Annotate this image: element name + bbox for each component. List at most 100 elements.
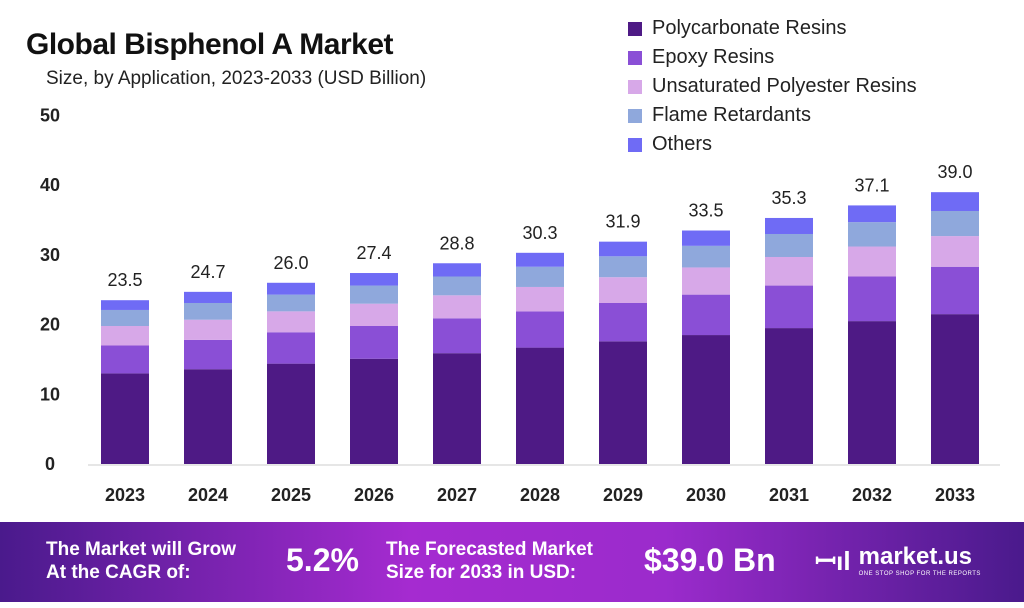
bar-segment: [433, 276, 481, 296]
x-tick-label: 2026: [354, 485, 394, 505]
bar-segment: [184, 319, 232, 340]
cagr-label: The Market will Grow At the CAGR of:: [46, 538, 236, 584]
bar-segment: [433, 353, 481, 464]
chart-title: Global Bisphenol A Market: [26, 28, 394, 61]
bar-segment: [848, 276, 896, 322]
legend-swatch: [628, 50, 642, 65]
y-tick-label: 0: [45, 454, 55, 474]
x-tick-label: 2029: [603, 485, 643, 505]
cagr-value: 5.2%: [286, 542, 359, 578]
data-label: 37.1: [854, 175, 889, 195]
bar-segment: [433, 263, 481, 277]
bar-segment: [599, 341, 647, 464]
bar-segment: [516, 252, 564, 267]
bar-segment: [765, 256, 813, 286]
bar-segment: [433, 295, 481, 319]
data-label: 26.0: [273, 253, 308, 273]
bar-segment: [599, 277, 647, 303]
x-tick-label: 2030: [686, 485, 726, 505]
bar-segment: [267, 311, 315, 333]
x-tick-label: 2027: [437, 485, 477, 505]
bar-segment: [350, 358, 398, 464]
bar-segment: [765, 328, 813, 464]
y-tick-label: 50: [40, 106, 60, 126]
bar-segment: [516, 266, 564, 287]
legend-swatch: [628, 108, 642, 123]
bar-segment: [682, 245, 730, 268]
bar-segment: [101, 373, 149, 464]
legend-label: Epoxy Resins: [652, 46, 775, 68]
bar-segment: [516, 286, 564, 312]
bar-segment: [184, 291, 232, 303]
bar-segment: [682, 267, 730, 295]
bar-segment: [516, 311, 564, 348]
legend-label: Unsaturated Polyester Resins: [652, 75, 917, 97]
bar-segment: [931, 314, 979, 464]
bar-segment: [765, 233, 813, 257]
legend-swatch: [628, 137, 642, 152]
bar-segment: [599, 256, 647, 278]
legend: Polycarbonate Resins Epoxy Resins Unsatura…: [628, 14, 917, 159]
bar-segment: [931, 266, 979, 315]
logo-tagline: ONE STOP SHOP FOR THE REPORTS: [858, 571, 981, 577]
bar-segment: [931, 236, 979, 267]
bar-segment: [516, 347, 564, 464]
bar-segment: [101, 345, 149, 374]
x-tick-label: 2032: [852, 485, 892, 505]
bar-segment: [765, 285, 813, 329]
data-label: 31.9: [605, 212, 640, 232]
bar-segment: [433, 318, 481, 354]
stacked-bar-chart: 0102030405023.5202324.7202426.0202527.42…: [40, 106, 1000, 505]
bar-segment: [350, 285, 398, 304]
forecast-label-line: Size for 2033 in USD:: [386, 562, 577, 583]
x-tick-label: 2024: [188, 485, 228, 505]
data-label: 27.4: [356, 243, 391, 263]
x-tick-label: 2033: [935, 485, 975, 505]
bar-segment: [682, 335, 730, 464]
bar-segment: [848, 321, 896, 464]
data-label: 39.0: [937, 162, 972, 182]
x-tick-label: 2031: [769, 485, 809, 505]
bar-segment: [765, 217, 813, 234]
chart-subtitle: Size, by Application, 2023-2033 (USD Bil…: [46, 68, 427, 89]
forecast-label: The Forecasted Market Size for 2033 in US…: [386, 538, 593, 584]
bar-segment: [931, 210, 979, 237]
bar-segment: [101, 300, 149, 310]
bar-segment: [184, 302, 232, 320]
bar-segment: [101, 325, 149, 346]
logo-icon: ꟷıl: [815, 546, 851, 576]
bar-segment: [350, 325, 398, 359]
legend-swatch: [628, 21, 642, 36]
data-label: 23.5: [107, 270, 142, 290]
forecast-label-line: The Forecasted Market: [386, 539, 593, 560]
data-label: 35.3: [771, 188, 806, 208]
y-tick-label: 20: [40, 315, 60, 335]
legend-item: Flame Retardants: [628, 101, 917, 130]
y-tick-label: 30: [40, 245, 60, 265]
bar-segment: [599, 302, 647, 342]
bar-segment: [350, 273, 398, 286]
bar-segment: [682, 294, 730, 336]
bar-segment: [350, 303, 398, 326]
data-label: 28.8: [439, 233, 474, 253]
cagr-label-line: The Market will Grow: [46, 539, 237, 560]
data-label: 30.3: [522, 223, 557, 243]
legend-item: Unsaturated Polyester Resins: [628, 72, 917, 101]
bar-segment: [848, 222, 896, 247]
summary-banner: The Market will Grow At the CAGR of: 5.2%…: [0, 522, 1024, 602]
legend-label: Polycarbonate Resins: [652, 17, 847, 39]
bar-segment: [848, 205, 896, 223]
bar-segment: [931, 192, 979, 211]
logo: ꟷıl market.us ONE STOP SHOP FOR THE REPOR…: [815, 542, 981, 578]
bar-segment: [267, 363, 315, 464]
y-tick-label: 40: [40, 175, 60, 195]
legend-item: Others: [628, 130, 917, 159]
bar-segment: [267, 294, 315, 312]
x-tick-label: 2023: [105, 485, 145, 505]
bar-segment: [184, 339, 232, 370]
bar-segment: [267, 282, 315, 295]
legend-label: Flame Retardants: [652, 104, 811, 126]
data-label: 24.7: [190, 262, 225, 282]
x-tick-label: 2025: [271, 485, 311, 505]
legend-swatch: [628, 79, 642, 94]
